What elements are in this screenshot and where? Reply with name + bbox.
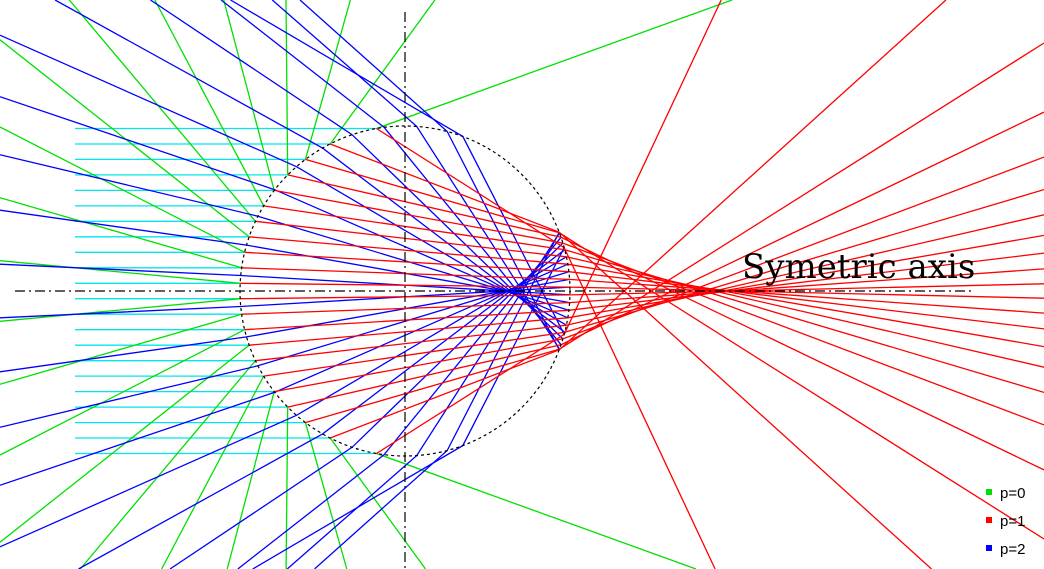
p1-ray bbox=[255, 220, 1044, 368]
p1-ray bbox=[274, 189, 1044, 426]
p1-ray bbox=[287, 174, 1044, 471]
p2-ray bbox=[0, 256, 567, 548]
p0-ray bbox=[0, 260, 241, 284]
p0-ray bbox=[0, 329, 245, 456]
legend-item-p1: p=1 bbox=[986, 513, 1025, 530]
p0-ray bbox=[329, 0, 436, 145]
p0-ray bbox=[0, 197, 242, 269]
legend-swatch-p1 bbox=[986, 517, 992, 523]
p0-ray bbox=[0, 126, 245, 253]
p1-ray bbox=[240, 283, 1044, 300]
p0-ray bbox=[223, 0, 275, 191]
symmetric-axis-label: Symetric axis bbox=[742, 247, 975, 287]
p0-ray bbox=[285, 0, 289, 175]
legend-label-p2: p=2 bbox=[1000, 541, 1025, 558]
p2-ray bbox=[0, 286, 571, 319]
p2-ray bbox=[0, 96, 569, 319]
p0-ray bbox=[376, 452, 697, 569]
p1-ray bbox=[329, 0, 947, 439]
p0-ray bbox=[376, 0, 733, 130]
legend-swatch-p2 bbox=[986, 545, 992, 551]
p2-ray bbox=[0, 263, 571, 296]
p0-ray bbox=[304, 0, 352, 160]
legend-swatch-p0 bbox=[986, 489, 992, 495]
legend-item-p0: p=0 bbox=[986, 485, 1025, 502]
p1-ray bbox=[305, 158, 1044, 540]
p0-ray bbox=[304, 422, 348, 569]
p1-ray bbox=[255, 214, 1044, 362]
p2-ray bbox=[237, 236, 562, 569]
p1-ray bbox=[263, 205, 1044, 394]
p0-ray bbox=[68, 0, 256, 222]
p0-ray bbox=[0, 298, 241, 322]
p2-ray bbox=[0, 278, 570, 373]
p2-ray bbox=[286, 232, 561, 569]
p0-rays bbox=[0, 0, 733, 569]
p0-ray bbox=[154, 0, 265, 207]
p2-ray bbox=[78, 249, 566, 569]
p0-ray bbox=[161, 375, 265, 569]
p0-ray bbox=[0, 313, 242, 385]
p0-ray bbox=[285, 407, 289, 569]
p1-ray bbox=[376, 0, 722, 455]
legend-label-p0: p=0 bbox=[1000, 485, 1025, 502]
legend: p=0 p=1 p=2 bbox=[986, 485, 1025, 558]
p2-ray bbox=[150, 0, 564, 340]
incident-rays bbox=[75, 127, 377, 455]
p1-ray bbox=[241, 267, 1044, 314]
legend-label-p1: p=1 bbox=[1000, 513, 1025, 530]
p2-rays bbox=[0, 0, 571, 569]
legend-item-p2: p=2 bbox=[986, 541, 1025, 558]
p0-ray bbox=[226, 391, 275, 569]
p0-ray bbox=[79, 360, 256, 569]
p1-ray bbox=[241, 268, 1044, 315]
p1-ray bbox=[329, 143, 932, 569]
p2-ray bbox=[299, 0, 560, 351]
p0-ray bbox=[329, 437, 427, 569]
p2-ray bbox=[0, 34, 567, 326]
